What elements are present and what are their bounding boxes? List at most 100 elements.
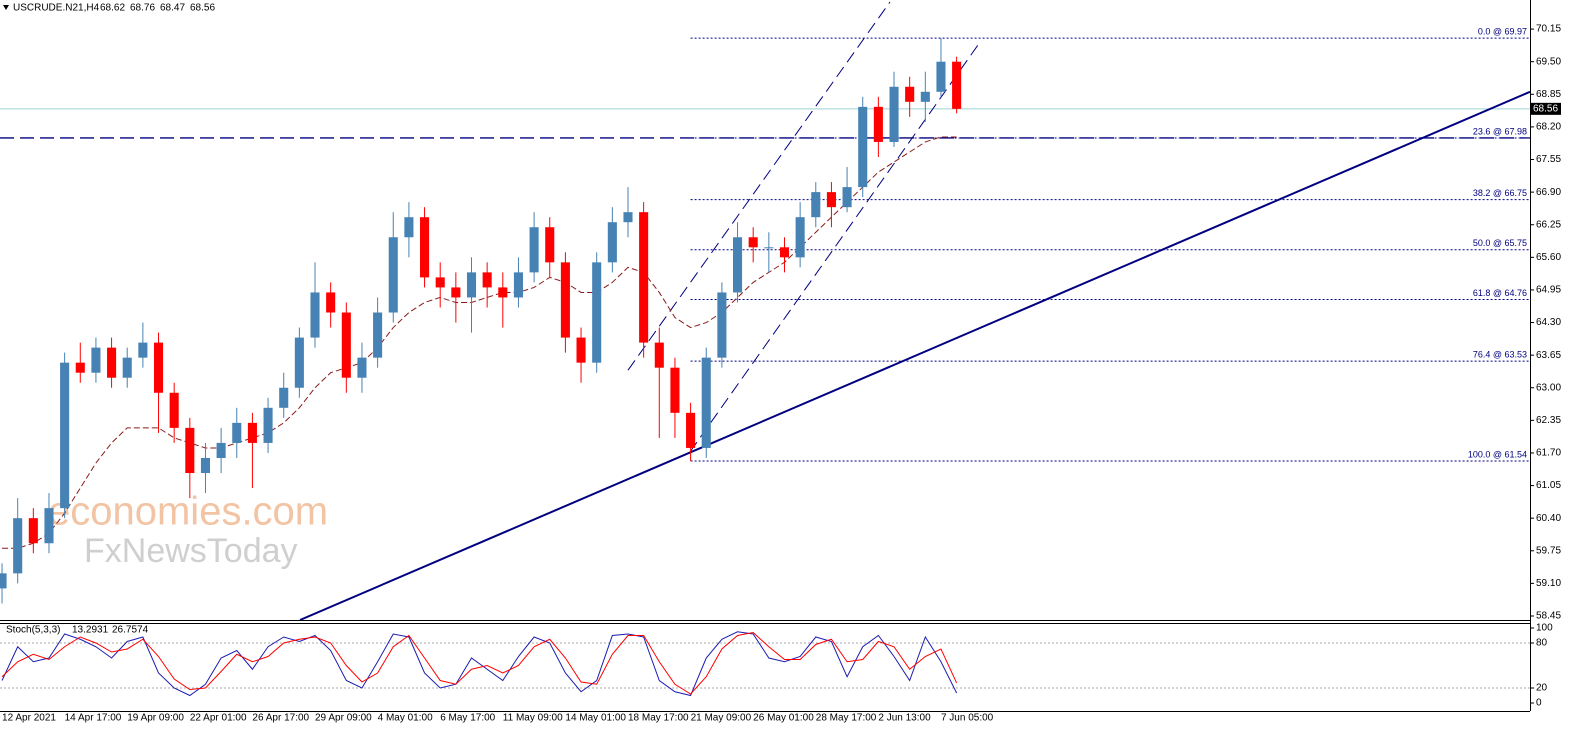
candle-body [748, 237, 758, 248]
y-tick-label: 61.70 [1536, 448, 1561, 459]
candle-body [232, 422, 242, 443]
candle-body [529, 227, 539, 273]
y-tick-label: 60.40 [1536, 513, 1561, 524]
x-tick-label: 28 May 17:00 [816, 713, 877, 724]
x-tick-label: 2 Jun 13:00 [878, 713, 931, 724]
candle-body [545, 227, 555, 263]
candle-body [764, 247, 774, 249]
candle-body [513, 272, 523, 298]
price-pane: 0.0 @ 69.97 23.6 @ 67.98 38.2 @ 66.75 50.0 … [0, 1, 1530, 620]
candle-body [122, 357, 132, 378]
candle-body [498, 287, 508, 298]
y-tick-label: 61.05 [1536, 480, 1561, 491]
candle-body [185, 427, 195, 474]
x-tick-label: 11 May 09:00 [503, 713, 563, 724]
candle-body [310, 292, 320, 338]
candle-body [732, 237, 743, 293]
fib-label: 76.4 @ 63.53 [1473, 350, 1527, 360]
y-tick-label: 59.75 [1536, 545, 1561, 556]
candle-body [482, 272, 492, 288]
candle-body [654, 342, 664, 368]
candle-body [216, 442, 226, 458]
stoch-signal [1, 631, 958, 695]
candle-body [373, 312, 383, 358]
candle-body [404, 217, 414, 238]
y-tick-label: 62.35 [1536, 415, 1561, 426]
x-tick-label: 7 Jun 05:00 [941, 713, 994, 724]
candle-body [795, 217, 805, 258]
candle-body [200, 457, 211, 474]
stoch-main [1, 631, 958, 697]
trendline [627, 1, 891, 371]
candle-body [0, 573, 7, 589]
watermark-text: economies.com [48, 490, 328, 534]
candle-body [623, 212, 633, 223]
candle-body [576, 337, 586, 363]
quote-value: 68.47 [160, 3, 185, 14]
candle-body [936, 61, 946, 92]
y-tick-label: 63.00 [1536, 382, 1561, 393]
candle-body [420, 217, 430, 278]
stoch-tick-label: 80 [1536, 638, 1548, 649]
y-tick-label: 69.50 [1536, 56, 1561, 67]
candle-body [279, 387, 289, 408]
candle-body [28, 518, 38, 544]
fib-label: 0.0 @ 69.97 [1478, 26, 1527, 36]
y-tick-label: 66.25 [1536, 219, 1561, 230]
candle-body [326, 292, 336, 313]
candle-body [779, 247, 790, 258]
candle-body [75, 362, 85, 373]
candle-body [607, 222, 617, 263]
candle-body [169, 392, 179, 428]
x-tick-label: 14 Apr 17:00 [65, 713, 122, 724]
stoch-tick-label: 0 [1536, 698, 1542, 709]
candle-body [670, 367, 680, 413]
y-tick-label: 58.45 [1536, 611, 1561, 622]
x-tick-label: 26 May 01:00 [753, 713, 814, 724]
stoch-signal-value: 26.7574 [112, 625, 149, 636]
x-tick-label: 26 Apr 17:00 [252, 713, 309, 724]
watermark: economies.com FxNewsToday [48, 490, 328, 570]
candle-body [60, 362, 70, 509]
x-tick-label: 19 Apr 09:00 [127, 713, 184, 724]
y-tick-label: 66.90 [1536, 187, 1561, 198]
x-tick-label: 18 May 17:00 [628, 713, 689, 724]
candle-body [341, 312, 351, 378]
x-tick-label: 4 May 01:00 [378, 713, 433, 724]
fib-label: 100.0 @ 61.54 [1468, 449, 1527, 459]
y-tick-label: 63.65 [1536, 350, 1561, 361]
x-tick-label: 14 May 01:00 [565, 713, 626, 724]
candle-body [435, 277, 445, 288]
y-tick-label: 68.85 [1536, 89, 1561, 100]
x-tick-label: 29 Apr 09:00 [315, 713, 372, 724]
candle-body [701, 357, 711, 448]
candle-body [107, 347, 117, 378]
candle-body [451, 287, 461, 298]
candle-body [858, 106, 868, 188]
symbol: USCRUDE.N21,H4 [13, 3, 100, 14]
candle-body [905, 86, 915, 102]
stoch-title: Stoch(5,3,3) [6, 625, 60, 636]
quote-value: 68.76 [130, 3, 155, 14]
watermark-text: FxNewsToday [84, 532, 298, 570]
candle-body [263, 407, 273, 443]
header: USCRUDE.N21,H4 68.62 68.76 68.47 68.56 [13, 3, 215, 14]
trendline [689, 44, 979, 453]
y-tick-label: 64.30 [1536, 317, 1561, 328]
candle-body [138, 342, 148, 358]
stoch-pane [0, 631, 1530, 697]
candle-body [952, 61, 962, 109]
x-tick-label: 21 May 09:00 [691, 713, 752, 724]
fib-label: 23.6 @ 67.98 [1473, 126, 1527, 136]
stoch-tick-label: 100 [1536, 623, 1553, 634]
y-tick-label: 64.95 [1536, 285, 1561, 296]
menu-arrow[interactable] [3, 5, 9, 10]
x-tick-label: 22 Apr 01:00 [190, 713, 247, 724]
y-tick-label: 65.60 [1536, 252, 1561, 263]
candle-body [920, 91, 930, 102]
fib-label: 61.8 @ 64.76 [1473, 288, 1527, 298]
x-tick-label: 12 Apr 2021 [2, 713, 56, 724]
axes: 70.15 69.50 68.85 68.20 67.55 66.90 66.25 65.60… [2, 24, 1561, 724]
candle-body [388, 237, 398, 313]
